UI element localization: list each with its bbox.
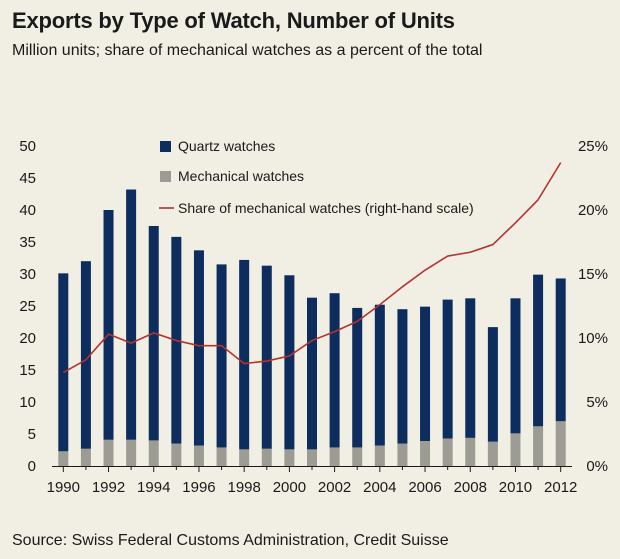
x-tick-label: 2008 [454,479,487,496]
bar-mechanical [352,447,363,466]
legend-swatch-mechanical [160,171,171,182]
legend-label: Quartz watches [178,138,275,154]
y-left-tick-label: 10 [19,394,36,411]
bar-quartz [80,261,91,449]
y-right-tick-label: 20% [578,202,608,219]
bar-mechanical [465,437,476,466]
bar-mechanical [148,440,159,466]
x-tick-label: 2004 [363,479,396,496]
x-tick-label: 2006 [408,479,441,496]
bar-quartz [510,298,521,434]
bar-quartz [103,210,114,440]
bar-quartz [261,265,272,449]
y-right-tick-label: 0% [586,458,608,475]
bar-mechanical [103,439,114,466]
bar-quartz [465,298,476,438]
bar-quartz [307,297,317,450]
bar-quartz [374,304,385,446]
bar-mechanical [193,445,204,466]
bar-mechanical [58,451,69,466]
chart-title: Exports by Type of Watch, Number of Unit… [12,8,455,33]
y-left-tick-label: 5 [28,426,36,443]
legend-label: Share of mechanical watches (right-hand … [178,200,474,216]
legend-swatch-quartz [160,141,171,152]
bar-mechanical [329,447,340,466]
bar-mechanical [126,439,137,466]
bar-quartz [533,274,544,427]
source-note: Source: Swiss Federal Customs Administra… [12,532,449,549]
bar-mechanical [487,441,498,466]
bar-mechanical [442,438,453,466]
bar-mechanical [80,448,91,466]
y-right-tick-label: 10% [578,330,608,347]
x-tick-label: 2012 [544,479,577,496]
bar-quartz [329,293,340,448]
bar-quartz [239,259,250,450]
bar-mechanical [261,448,272,466]
y-right-tick-label: 15% [578,266,608,283]
bar-mechanical [533,426,544,466]
bar-mechanical [510,433,521,466]
x-tick-label: 1994 [137,479,170,496]
bar-mechanical [397,443,408,466]
bar-quartz [555,278,566,422]
bar-quartz [442,299,453,439]
y-right-tick-label: 25% [578,138,608,155]
bar-quartz [126,189,137,440]
chart-subtitle: Million units; share of mechanical watch… [12,42,483,59]
x-tick-label: 1996 [182,479,215,496]
legend-label: Mechanical watches [178,168,304,184]
bar-mechanical [171,443,182,466]
x-tick-label: 2002 [318,479,351,496]
share-line [62,162,562,374]
bar-quartz [284,275,295,450]
bar-mechanical [307,449,317,466]
y-left-tick-label: 0 [28,458,36,475]
x-tick-label: 2000 [273,479,306,496]
y-left-tick-label: 15 [19,362,36,379]
y-left-tick-label: 30 [19,266,36,283]
y-left-tick-label: 20 [19,330,36,347]
bar-mechanical [284,449,295,466]
x-tick-label: 1990 [47,479,80,496]
bar-mechanical [374,445,385,466]
y-left-tick-label: 40 [19,202,36,219]
bar-mechanical [555,421,566,466]
bar-quartz [352,307,363,448]
bar-mechanical [420,441,431,466]
bar-quartz [193,250,204,446]
y-right-tick-label: 5% [586,394,608,411]
x-tick-label: 2010 [499,479,532,496]
x-tick-label: 1992 [92,479,125,496]
bar-quartz [216,264,227,448]
bar-quartz [58,273,69,452]
bar-mechanical [216,447,227,466]
bar-quartz [397,309,408,444]
x-tick-label: 1998 [227,479,260,496]
bar-quartz [420,306,431,442]
y-left-tick-label: 35 [19,234,36,251]
y-left-tick-label: 45 [19,170,36,187]
bar-mechanical [239,449,250,466]
y-left-tick-label: 50 [19,138,36,155]
bar-quartz [487,327,498,442]
y-left-tick-label: 25 [19,298,36,315]
